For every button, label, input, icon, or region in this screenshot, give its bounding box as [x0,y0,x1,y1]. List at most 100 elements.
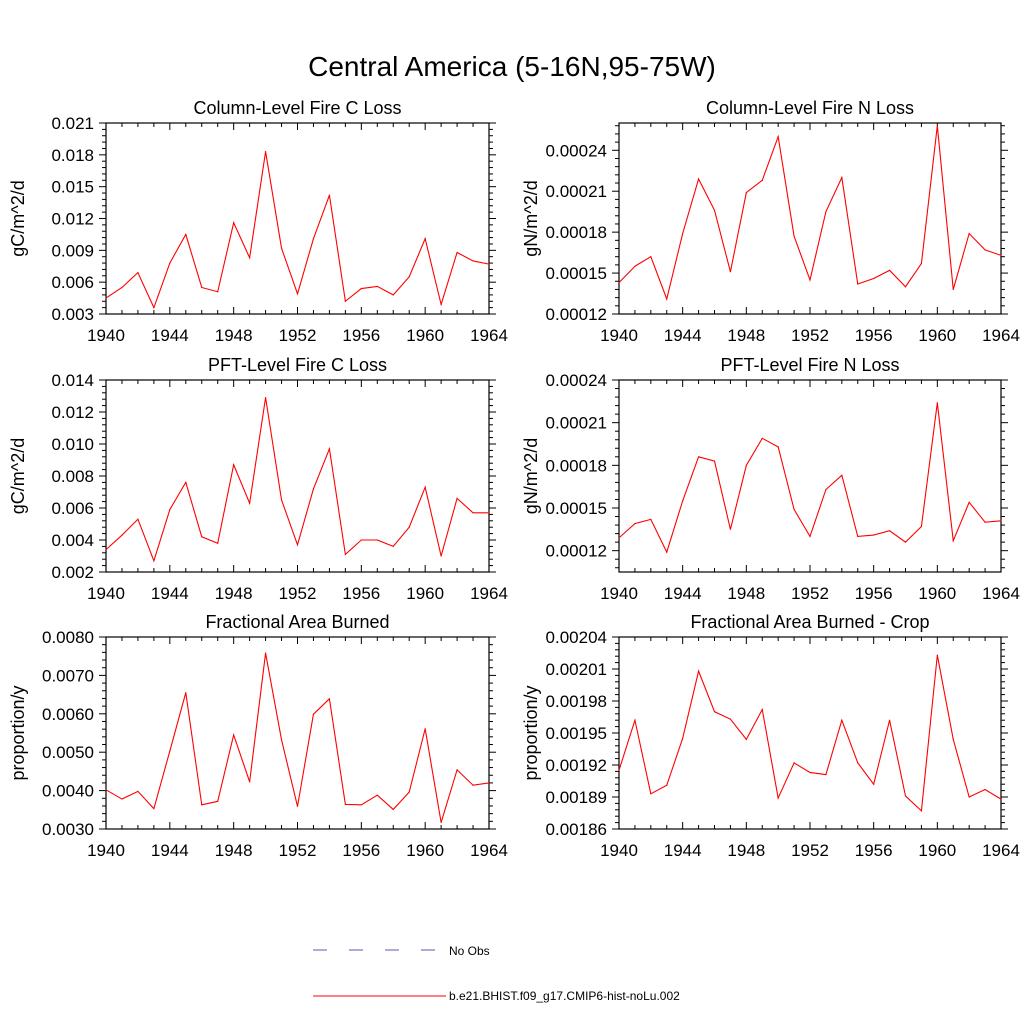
y-tick-label: 0.0050 [42,743,94,762]
data-point [121,534,123,536]
x-tick-label: 1952 [791,841,829,860]
y-tick-label: 0.00021 [546,414,607,433]
data-point [666,784,668,786]
y-tick-label: 0.006 [51,273,94,292]
data-point [841,719,843,721]
data-point [809,279,811,281]
x-tick-label: 1940 [87,841,125,860]
x-tick-label: 1960 [406,841,444,860]
data-point [217,542,219,544]
data-point [952,288,954,291]
data-point [376,539,378,541]
data-point [280,247,283,249]
data-point [137,272,139,274]
data-point [777,797,779,799]
x-tick-label: 1948 [215,841,253,860]
data-point [137,518,139,520]
data-point [920,525,923,528]
data-point [841,474,843,476]
y-tick-label: 0.003 [51,305,94,324]
y-tick-label: 0.006 [51,499,94,518]
data-point [153,307,155,309]
data-point [666,551,668,553]
data-point [296,544,299,546]
data-point [968,796,970,798]
x-tick-label: 1940 [600,326,638,345]
data-point [873,783,875,785]
data-point [153,560,155,562]
y-tick-label: 0.00012 [546,305,607,324]
x-tick-label: 1956 [855,584,893,603]
y-tick-label: 0.009 [51,241,94,260]
data-point [713,209,716,211]
data-point [344,553,346,556]
data-point [105,297,107,299]
data-point [328,448,331,450]
data-point [360,287,362,290]
data-point [888,719,891,721]
y-tick-label: 0.00018 [546,223,607,242]
data-point [312,713,315,715]
y-tick-label: 0.00192 [546,756,607,775]
y-axis-label: gC/m^2/d [8,180,28,256]
data-point [472,512,474,514]
data-point [456,769,458,771]
data-point [488,512,490,514]
data-point [634,719,636,721]
x-tick-label: 1964 [470,841,508,860]
x-tick-label: 1960 [918,841,956,860]
x-tick-label: 1964 [982,326,1020,345]
panel-title: Column-Level Fire N Loss [706,98,914,118]
data-point [936,125,938,127]
data-point [618,769,620,771]
data-point [312,488,315,490]
data-point [233,222,235,224]
data-point [761,437,763,439]
data-point [697,456,700,458]
data-point [392,545,394,548]
data-point [153,808,155,810]
data-point [904,286,907,288]
series-line [105,397,489,563]
data-point [952,738,954,741]
plot-frame [105,122,490,315]
data-point [809,535,811,538]
data-point [280,499,283,501]
y-tick-label: 0.00204 [546,628,607,647]
y-tick-label: 0.0070 [42,666,94,685]
data-point [761,708,763,711]
data-point [825,488,827,491]
data-point [761,179,763,181]
legend-model-label: b.e21.BHIST.f09_g17.CMIP6-hist-noLu.002 [449,989,680,1003]
x-tick-label: 1956 [342,841,380,860]
y-tick-label: 0.021 [51,114,94,133]
y-tick-label: 0.010 [51,435,94,454]
data-point [888,269,891,271]
data-point [857,535,859,538]
data-point [360,539,362,541]
x-tick-label: 1952 [279,584,317,603]
data-point [904,795,907,797]
data-point [312,238,315,240]
y-tick-label: 0.014 [51,371,94,390]
x-tick-label: 1952 [791,326,829,345]
data-point [328,194,331,196]
y-axis-label: gC/m^2/d [8,438,28,514]
x-tick-label: 1948 [727,584,765,603]
data-point [729,271,732,273]
data-point [440,821,442,824]
plot-frame [618,636,1002,830]
data-point [968,232,970,235]
data-point [424,486,426,488]
x-tick-label: 1940 [600,841,638,860]
data-point [233,464,235,466]
data-point [249,502,251,504]
data-point [968,501,970,503]
data-point [745,738,747,741]
y-tick-label: 0.00195 [546,724,607,743]
data-point [873,534,875,536]
x-tick-label: 1940 [87,326,125,345]
data-point [488,782,490,784]
data-point [440,303,442,306]
